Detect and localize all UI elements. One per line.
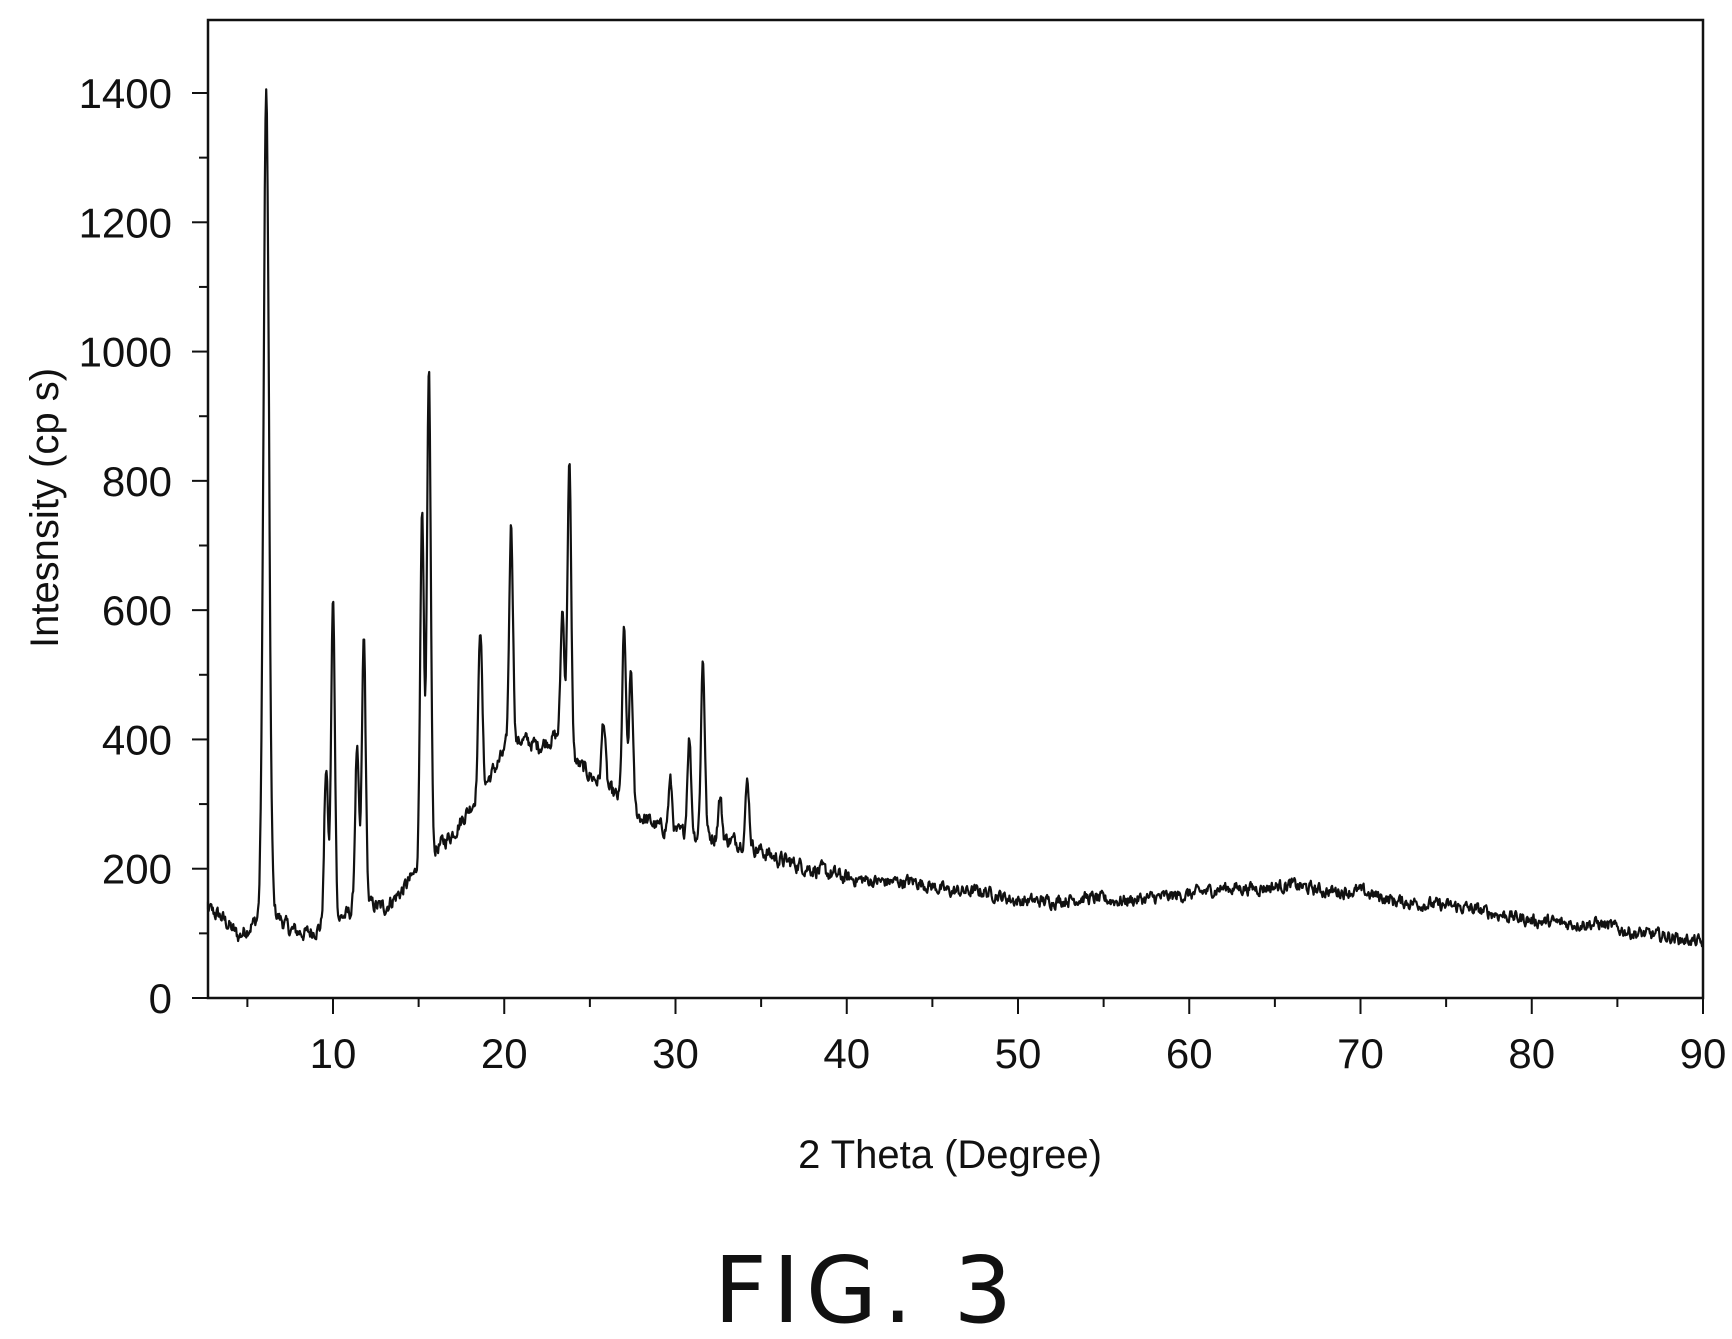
y-tick-label: 600 (102, 587, 172, 634)
x-tick-label: 60 (1166, 1030, 1213, 1077)
x-tick-label: 10 (310, 1030, 357, 1077)
x-axis-ticks (246, 998, 1704, 1014)
x-tick-label: 70 (1337, 1030, 1384, 1077)
y-axis-ticks (192, 92, 208, 999)
x-axis-title: 2 Theta (Degree) (798, 1133, 1102, 1177)
y-tick-label: 200 (102, 846, 172, 893)
y-tick-label: 400 (102, 716, 172, 763)
x-tick-label: 20 (481, 1030, 528, 1077)
y-tick-label: 800 (102, 458, 172, 505)
y-axis-tick-labels: 0 200 400 600 800 1000 1200 1400 (79, 70, 172, 1022)
y-tick-label: 0 (149, 975, 172, 1022)
x-tick-label: 40 (823, 1030, 870, 1077)
x-tick-label: 80 (1508, 1030, 1555, 1077)
plot-frame (206, 18, 1705, 1000)
x-tick-label: 50 (995, 1030, 1042, 1077)
xrd-pattern-series-line (206, 88, 1704, 948)
figure-caption: FIG. 3 (714, 1237, 1018, 1334)
x-tick-label: 90 (1680, 1030, 1727, 1077)
y-axis-title: Intesnsity (cp s) (23, 368, 67, 648)
x-tick-label: 30 (652, 1030, 699, 1077)
y-tick-label: 1000 (79, 329, 172, 376)
y-tick-label: 1400 (79, 70, 172, 117)
x-axis-tick-labels: 10 20 30 40 50 60 70 80 90 (310, 1030, 1727, 1077)
y-tick-label: 1200 (79, 199, 172, 246)
